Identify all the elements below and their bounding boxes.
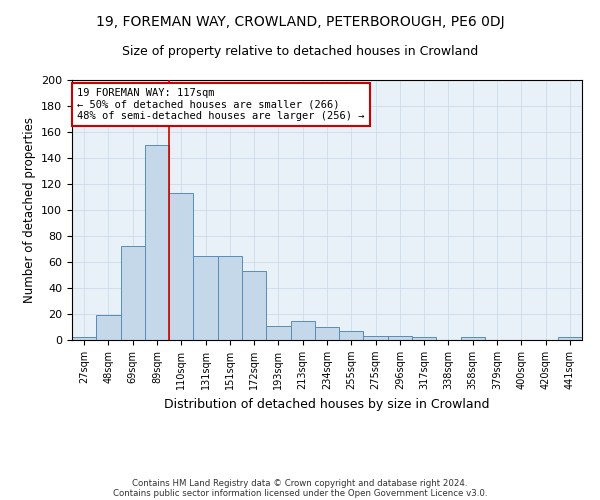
Bar [242,271,266,340]
Bar [558,338,582,340]
Text: Size of property relative to detached houses in Crowland: Size of property relative to detached ho… [122,45,478,58]
Bar [266,326,290,340]
Bar [339,331,364,340]
Bar [193,256,218,340]
Bar [169,193,193,340]
Y-axis label: Number of detached properties: Number of detached properties [23,117,35,303]
Text: 19, FOREMAN WAY, CROWLAND, PETERBOROUGH, PE6 0DJ: 19, FOREMAN WAY, CROWLAND, PETERBOROUGH,… [95,15,505,29]
Bar [461,338,485,340]
Bar [218,256,242,340]
Bar [121,246,145,340]
Text: Contains public sector information licensed under the Open Government Licence v3: Contains public sector information licen… [113,488,487,498]
Text: 19 FOREMAN WAY: 117sqm
← 50% of detached houses are smaller (266)
48% of semi-de: 19 FOREMAN WAY: 117sqm ← 50% of detached… [77,88,365,121]
Bar [145,145,169,340]
Bar [388,336,412,340]
Bar [290,320,315,340]
Bar [96,316,121,340]
X-axis label: Distribution of detached houses by size in Crowland: Distribution of detached houses by size … [164,398,490,410]
Text: Contains HM Land Registry data © Crown copyright and database right 2024.: Contains HM Land Registry data © Crown c… [132,478,468,488]
Bar [364,336,388,340]
Bar [412,338,436,340]
Bar [72,338,96,340]
Bar [315,327,339,340]
